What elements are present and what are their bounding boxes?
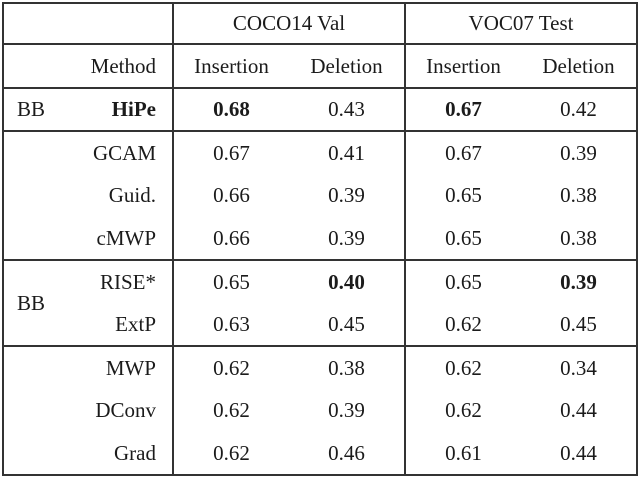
value-cell: 0.62	[213, 440, 250, 465]
value-cell: 0.65	[445, 183, 482, 207]
method-cell: HiPe	[57, 87, 174, 131]
value-cell: 0.45	[289, 303, 406, 346]
method-cell: ExtP	[57, 303, 174, 346]
value-cell: 0.39	[289, 217, 406, 260]
group-label-bb: BB	[3, 87, 57, 131]
value-cell: 0.66	[213, 225, 250, 250]
value-cell: 0.38	[289, 345, 406, 389]
table-row-extp: ExtP 0.63 0.45 0.62 0.45	[3, 303, 637, 346]
value-cell: 0.39	[289, 174, 406, 217]
column-header-insertion-coco: Insertion	[173, 43, 289, 88]
table-row-grad: Grad 0.62 0.46 0.61 0.44	[3, 432, 637, 475]
value-cell: 0.62	[405, 345, 521, 389]
group-label-bb: BB	[3, 259, 57, 346]
group-label-empty	[3, 345, 57, 475]
value-cell: 0.67	[173, 130, 289, 174]
value-cell: 0.42	[521, 87, 637, 131]
value-cell: 0.61	[445, 440, 482, 465]
table-row-mwp: MWP 0.62 0.38 0.62 0.34	[3, 345, 637, 475]
method-cell: Grad	[57, 432, 174, 475]
corner-cell	[3, 3, 174, 44]
group-label-empty	[3, 130, 57, 260]
value-cell: 0.38	[560, 183, 597, 207]
value-cell: 0.65	[445, 225, 482, 250]
column-header-insertion-voc: Insertion	[405, 43, 521, 88]
value-cell: 0.65	[405, 259, 521, 303]
value-cell: 0.62	[445, 398, 482, 422]
table-row-cmwp: cMWP 0.66 0.39 0.65 0.38	[3, 217, 637, 260]
value-cell: 0.62	[213, 398, 250, 422]
method-cell: DConv	[57, 389, 174, 432]
value-cell: 0.44	[560, 398, 597, 422]
value-cell: 0.65	[173, 259, 289, 303]
column-header-row: Method Insertion Deletion Insertion Dele…	[3, 43, 637, 88]
value-cell: 0.68	[173, 87, 289, 131]
method-cell: MWP	[57, 345, 174, 389]
value-cell: 0.46	[289, 432, 406, 475]
value-cell: 0.67	[405, 87, 521, 131]
column-header-deletion-coco: Deletion	[289, 43, 406, 88]
value-cell: 0.66	[213, 183, 250, 207]
value-cell: 0.39	[521, 130, 637, 174]
column-header-method: Method	[3, 43, 174, 88]
value-cell: 0.38	[560, 225, 597, 250]
value-cell: 0.62	[445, 311, 482, 336]
method-cell: GCAM	[57, 130, 174, 174]
method-cell: RISE*	[57, 259, 174, 303]
table-row-hipe: BB HiPe 0.68 0.43 0.67 0.42	[3, 87, 637, 131]
group-header-coco14-val: COCO14 Val	[173, 3, 406, 44]
table-row-dconv: DConv 0.62 0.39 0.62 0.44	[3, 389, 637, 432]
value-cell: 0.45	[560, 311, 597, 336]
value-cell: 0.41	[289, 130, 406, 174]
table-row-gcam: GCAM 0.67 0.41 0.67 0.39	[3, 130, 637, 260]
method-cell: Guid.	[57, 174, 174, 217]
value-cell: 0.67	[405, 130, 521, 174]
value-cell: 0.43	[289, 87, 406, 131]
value-cell: 0.62	[173, 345, 289, 389]
value-cell: 0.39	[289, 389, 406, 432]
table-row-rise: BB RISE* 0.65 0.40 0.65 0.39	[3, 259, 637, 346]
value-cell: 0.40	[289, 259, 406, 303]
group-header-row: COCO14 Val VOC07 Test	[3, 3, 637, 44]
method-cell: cMWP	[57, 217, 174, 260]
value-cell: 0.34	[521, 345, 637, 389]
table-row-guid: Guid. 0.66 0.39 0.65 0.38	[3, 174, 637, 217]
value-cell: 0.44	[560, 440, 597, 465]
value-cell: 0.63	[213, 311, 250, 336]
column-header-deletion-voc: Deletion	[521, 43, 637, 88]
group-header-voc07-test: VOC07 Test	[468, 11, 574, 35]
value-cell: 0.39	[521, 259, 637, 303]
